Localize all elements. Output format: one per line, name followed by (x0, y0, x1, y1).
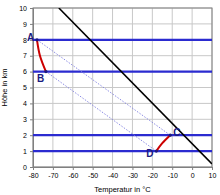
point-label: D (146, 148, 153, 159)
tick-label: 7 (23, 52, 27, 59)
tick-label: 2 (23, 132, 27, 139)
tick: -30 (128, 167, 138, 179)
x-axis-title: Temperatur in °C (94, 185, 151, 194)
tick-label: -20 (148, 172, 158, 179)
tick-label: 10 (19, 5, 27, 12)
series-line (46, 72, 156, 152)
point (169, 134, 172, 137)
tick-label: -50 (88, 172, 98, 179)
tick: 3 (23, 116, 33, 123)
tick-label: -70 (48, 172, 58, 179)
tick-label: -60 (68, 172, 78, 179)
tick: -60 (68, 167, 78, 179)
tick: 0 (23, 164, 33, 171)
grid-line-y (33, 23, 212, 24)
grid-line-y (33, 119, 212, 120)
tick-label: 4 (23, 100, 27, 107)
tick: 5 (23, 84, 33, 91)
tick: -70 (48, 167, 58, 179)
plot: -80-70-60-50-40-30-20-10010012345678910A… (19, 5, 216, 179)
y-axis: 012345678910 (19, 5, 33, 171)
tick: 0 (191, 167, 195, 179)
tick-label: 5 (23, 84, 27, 91)
tick-label: -80 (28, 172, 38, 179)
tick-label: 6 (23, 68, 27, 75)
tick: -50 (88, 167, 98, 179)
grid-line-y (33, 39, 212, 40)
x-axis: -80 -70 -60 -50 -40 -30 -20 -10 0 10 (28, 167, 216, 179)
plot-frame (33, 8, 212, 167)
point (35, 38, 38, 41)
tick-label: 3 (23, 116, 27, 123)
tick: 9 (23, 21, 33, 28)
tick-label: 0 (191, 172, 195, 179)
tick-label: 1 (23, 148, 27, 155)
grid-line-y (33, 151, 212, 152)
point-label: C (173, 127, 180, 138)
tick-label: -30 (128, 172, 138, 179)
series-line (59, 8, 212, 164)
tick: 7 (23, 52, 33, 59)
tick-label: -40 (108, 172, 118, 179)
grid (33, 8, 212, 167)
tick: 2 (23, 132, 33, 139)
tick: -80 (28, 167, 38, 179)
series-line (37, 40, 46, 72)
grid-line-y (33, 87, 212, 88)
series-line (156, 135, 170, 151)
axis-line (34, 168, 213, 171)
grid-line-y (33, 103, 212, 104)
tick: 1 (23, 148, 33, 155)
tick: 6 (23, 68, 33, 75)
tick-label: 9 (23, 21, 27, 28)
point-label: B (37, 73, 44, 84)
reference-line (33, 150, 212, 152)
reference-line (33, 39, 212, 41)
tick: 10 (209, 167, 217, 179)
marks (33, 8, 212, 164)
tick: -40 (108, 167, 118, 179)
tick: -10 (168, 167, 178, 179)
tick-label: 10 (209, 172, 217, 179)
point (155, 150, 158, 153)
chart: -80-70-60-50-40-30-20-10010012345678910A… (0, 0, 220, 195)
tick-label: 0 (23, 164, 27, 171)
tick: -20 (148, 167, 158, 179)
series-line (37, 40, 170, 135)
tick: 10 (19, 5, 33, 12)
point (44, 70, 47, 73)
tick: 4 (23, 100, 33, 107)
tick-label: -10 (168, 172, 178, 179)
point-label: A (27, 32, 34, 43)
y-axis-title: Höhe in km (0, 69, 9, 107)
plot-background (33, 8, 212, 167)
